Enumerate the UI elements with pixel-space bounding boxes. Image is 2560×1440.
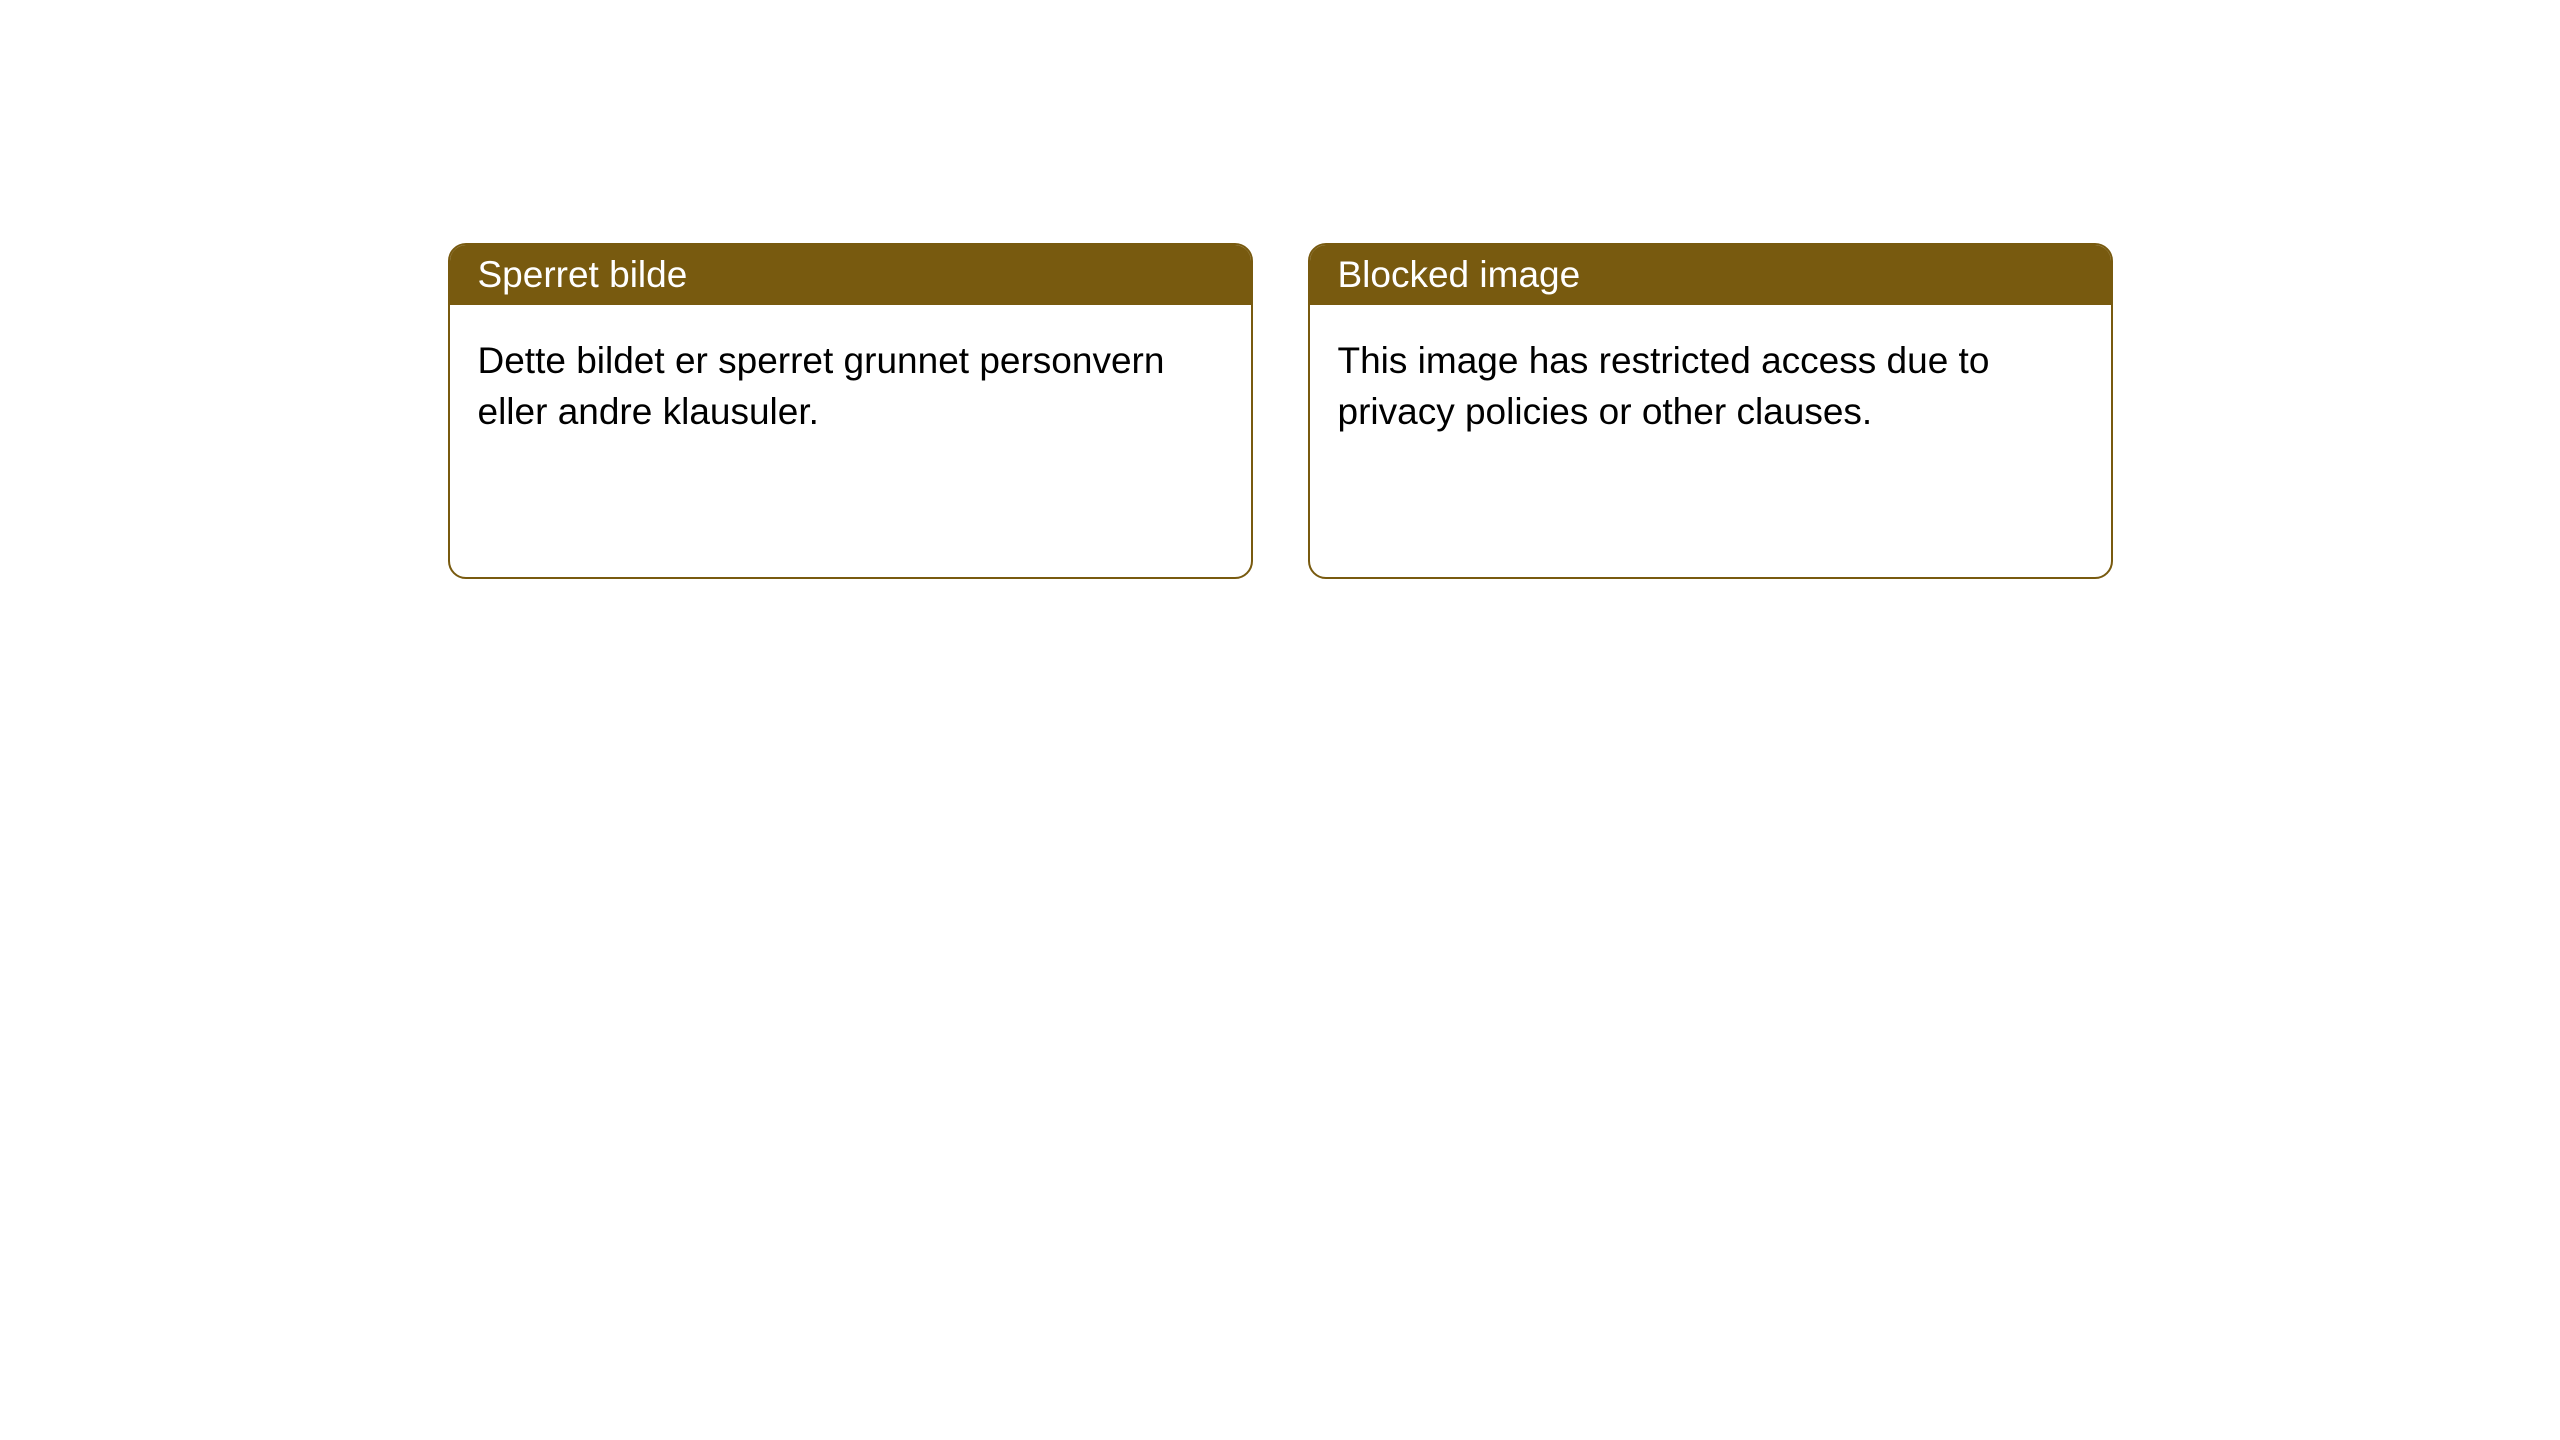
notice-card-norwegian: Sperret bilde Dette bildet er sperret gr… bbox=[448, 243, 1253, 579]
notice-body: Dette bildet er sperret grunnet personve… bbox=[450, 305, 1251, 467]
notice-header: Blocked image bbox=[1310, 245, 2111, 305]
notice-card-english: Blocked image This image has restricted … bbox=[1308, 243, 2113, 579]
notice-container: Sperret bilde Dette bildet er sperret gr… bbox=[448, 243, 2113, 1440]
notice-body: This image has restricted access due to … bbox=[1310, 305, 2111, 467]
notice-header: Sperret bilde bbox=[450, 245, 1251, 305]
